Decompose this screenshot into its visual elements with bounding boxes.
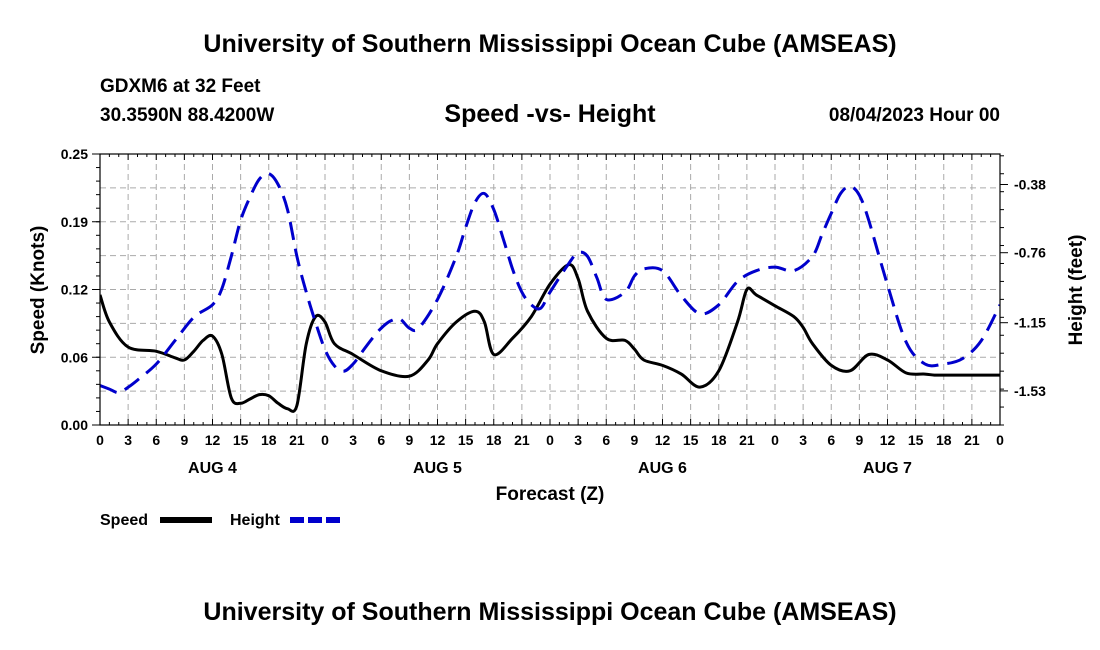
x-tick-label: 21 [964, 432, 980, 448]
x-tick-label: 21 [514, 432, 530, 448]
station-label: GDXM6 at 32 Feet [100, 76, 261, 97]
x-tick-label: 12 [205, 432, 221, 448]
y-left-tick-label: 0.25 [61, 146, 88, 162]
y-right-tick-label: -1.15 [1014, 315, 1046, 331]
x-tick-label: 3 [574, 432, 582, 448]
day-label: AUG 7 [863, 460, 912, 477]
x-tick-label: 9 [855, 432, 863, 448]
x-tick-label: 9 [180, 432, 188, 448]
y-right-axis-title: Height (feet) [1066, 235, 1087, 346]
y-left-axis-title: Speed (Knots) [28, 226, 49, 355]
x-tick-label: 18 [936, 432, 952, 448]
x-tick-label: 3 [799, 432, 807, 448]
x-tick-label: 12 [880, 432, 896, 448]
x-tick-label: 9 [630, 432, 638, 448]
x-tick-label: 12 [430, 432, 446, 448]
chart-title: University of Southern Mississippi Ocean… [203, 30, 897, 58]
day-label: AUG 6 [638, 460, 687, 477]
data-lines [100, 172, 1000, 413]
x-tick-label: 6 [377, 432, 385, 448]
y-left-tick-label: 0.00 [61, 417, 88, 433]
x-tick-label: 18 [486, 432, 502, 448]
footer-title: University of Southern Mississippi Ocean… [203, 598, 897, 626]
legend-label-height: Height [230, 512, 280, 529]
chart-subtitle: Speed -vs- Height [444, 100, 656, 128]
x-tick-label: 9 [405, 432, 413, 448]
legend: Speed Height [100, 512, 342, 529]
x-tick-label: 0 [996, 432, 1004, 448]
day-label: AUG 4 [188, 460, 237, 477]
x-tick-label: 0 [546, 432, 554, 448]
x-tick-label: 18 [711, 432, 727, 448]
axis-labels: 0 3 6 9 12 15 18 21 0 3 6 9 12 15 18 21 0 3 6 9 12 15 18 21 0 3 6 9… [28, 146, 1087, 505]
x-tick-label: 21 [739, 432, 755, 448]
x-tick-label: 15 [908, 432, 924, 448]
x-tick-label: 6 [827, 432, 835, 448]
x-tick-label: 15 [233, 432, 249, 448]
x-tick-label: 12 [655, 432, 671, 448]
height-series-line [100, 172, 1000, 395]
x-tick-label: 0 [96, 432, 104, 448]
coordinates-label: 30.3590N 88.4200W [100, 105, 275, 126]
x-axis-title: Forecast (Z) [496, 484, 605, 505]
plot-frame [99, 153, 1001, 426]
x-tick-label: 6 [152, 432, 160, 448]
y-right-tick-label: -0.76 [1014, 245, 1046, 261]
day-label: AUG 5 [413, 460, 462, 477]
x-tick-label: 0 [771, 432, 779, 448]
grid-lines [100, 154, 1000, 425]
x-tick-label: 21 [289, 432, 305, 448]
y-right-tick-label: -0.38 [1014, 177, 1046, 193]
x-tick-label: 18 [261, 432, 277, 448]
forecast-datetime: 08/04/2023 Hour 00 [828, 105, 1000, 126]
x-tick-label: 3 [349, 432, 357, 448]
x-tick-label: 15 [458, 432, 474, 448]
x-tick-label: 15 [683, 432, 699, 448]
x-tick-label: 3 [124, 432, 132, 448]
y-left-tick-label: 0.19 [61, 214, 88, 230]
legend-label-speed: Speed [100, 512, 148, 529]
y-left-tick-label: 0.06 [61, 349, 88, 365]
speed-series-line [100, 263, 1000, 413]
y-right-tick-label: -1.53 [1014, 383, 1046, 399]
x-tick-label: 6 [602, 432, 610, 448]
y-left-tick-label: 0.12 [61, 282, 88, 298]
x-tick-label: 0 [321, 432, 329, 448]
